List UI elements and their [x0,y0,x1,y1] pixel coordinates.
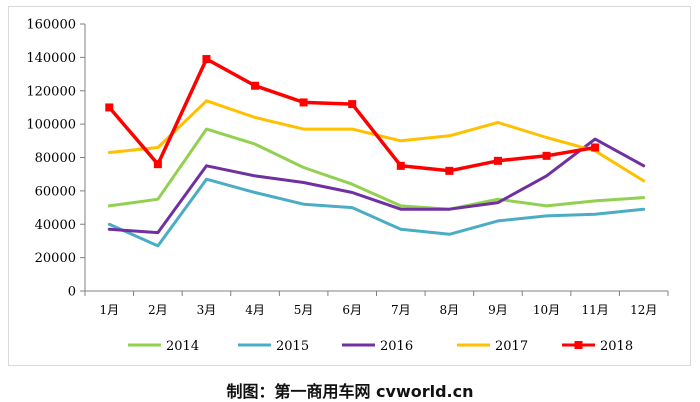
series-point-2018 [202,55,211,64]
legend-label: 2017 [495,339,528,354]
y-tick-label: 120000 [26,84,76,99]
x-tick-label: 12月 [630,303,657,317]
series-point-2018 [542,151,551,160]
x-tick-label: 8月 [440,303,460,317]
x-tick-label: 9月 [488,303,508,317]
legend-item-2017: 2017 [457,339,528,354]
y-tick-label: 20000 [35,251,76,266]
series-point-2018 [105,103,114,112]
y-tick-label: 140000 [26,51,76,66]
legend-label: 2016 [380,339,413,354]
chart-frame [8,6,691,366]
legend: 2014 2015 2016 2017 2018 [128,339,633,354]
series-point-2018 [153,160,162,169]
x-tick-label: 5月 [294,303,314,317]
legend-item-2014: 2014 [128,339,199,354]
y-tick-label: 40000 [35,218,76,233]
legend-label: 2014 [166,339,199,354]
y-tick-label: 60000 [35,184,76,199]
chart-source-caption: 制图：第一商用车网 cvworld.cn [226,382,474,401]
series-point-2018 [396,161,405,170]
y-tick-label: 80000 [35,151,76,166]
legend-label: 2018 [600,339,633,354]
series-point-2018 [591,143,600,152]
x-tick-label: 10月 [533,303,560,317]
series-point-2018 [493,156,502,165]
series-point-2018 [299,98,308,107]
legend-item-2015: 2015 [238,339,309,354]
series-line-2017 [107,99,646,183]
series-point-2018 [251,81,260,90]
legend-label: 2015 [276,339,309,354]
axes: 0 20000 40000 60000 80000 100000 120000 140000 1… [26,18,669,317]
x-tick-label: 7月 [391,303,411,317]
series-line-2014 [107,127,646,211]
y-tick-label: 100000 [26,118,76,133]
x-tick-label: 3月 [197,303,217,317]
x-tick-label: 6月 [342,303,362,317]
series-group [105,55,646,248]
series-line-2015 [107,177,646,248]
x-tick-label: 11月 [581,303,608,317]
x-tick-label: 4月 [245,303,265,317]
series-point-2018 [445,166,454,175]
series-point-2018 [348,100,357,109]
legend-marker [574,341,583,349]
series-line-2018 [107,57,597,173]
legend-item-2018: 2018 [562,339,633,354]
x-tick-label: 1月 [99,303,119,317]
x-tick-label: 2月 [148,303,168,317]
series-line-2016 [107,137,646,235]
legend-item-2016: 2016 [342,339,413,354]
y-tick-label: 160000 [26,18,76,33]
y-tick-label: 0 [68,285,76,300]
